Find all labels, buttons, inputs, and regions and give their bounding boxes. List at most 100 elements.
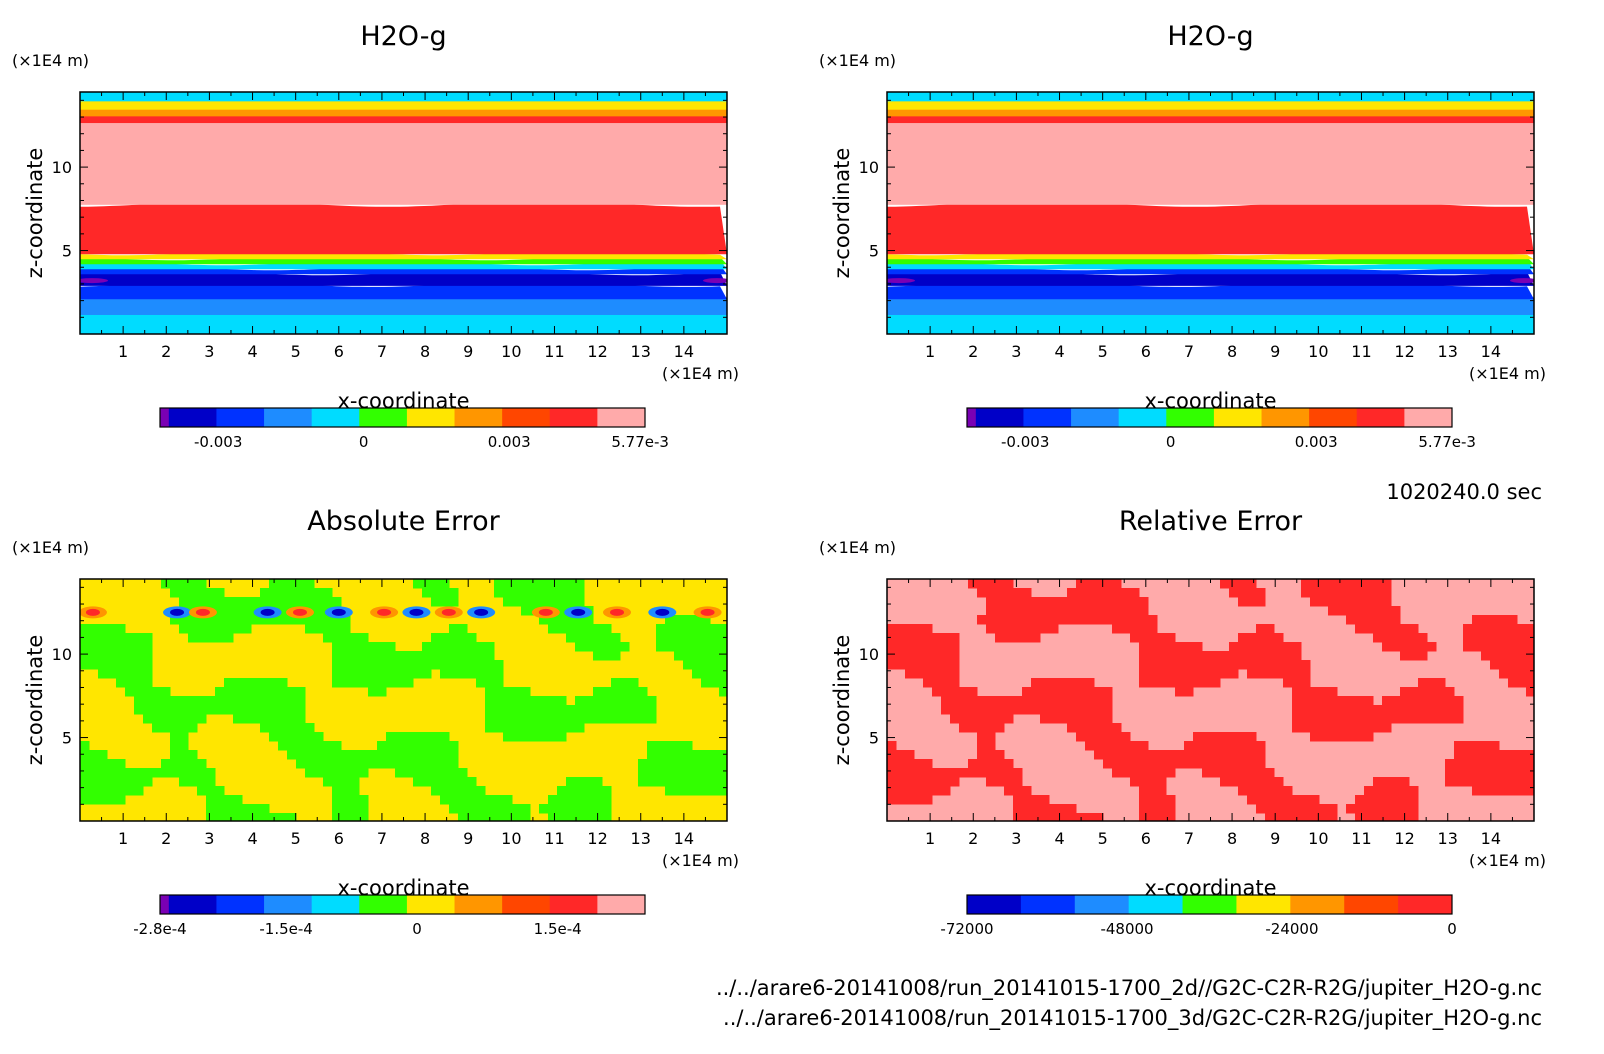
field-cell: [1526, 624, 1534, 634]
field-cell: [503, 723, 513, 733]
field-cell: [1283, 813, 1293, 821]
field-cell: [1499, 651, 1509, 661]
field-cell: [1121, 615, 1131, 625]
field-cell: [341, 795, 351, 805]
field-cell: [1310, 705, 1320, 715]
field-cell: [941, 786, 951, 796]
field-cell: [233, 597, 243, 607]
field-cell: [1211, 651, 1221, 661]
field-cell: [242, 813, 252, 821]
field-cell: [125, 678, 135, 688]
field-cell: [1238, 759, 1248, 769]
field-cell: [683, 651, 693, 661]
field-cell: [251, 696, 261, 706]
field-cell: [1040, 615, 1050, 625]
field-cell: [923, 786, 933, 796]
field-cell: [269, 615, 279, 625]
field-cell: [125, 642, 135, 652]
field-cell: [611, 714, 621, 724]
field-cell: [1499, 642, 1509, 652]
field-cell: [1256, 669, 1266, 679]
field-cell: [1166, 651, 1176, 661]
field-cell: [521, 804, 531, 814]
field-cell: [1193, 750, 1203, 760]
field-cell: [1184, 687, 1194, 697]
field-cell: [188, 633, 198, 643]
field-cell: [602, 696, 612, 706]
field-cell: [647, 750, 657, 760]
field-cell: [1445, 696, 1455, 706]
field-cell: [251, 714, 261, 724]
x-tick-label: 12: [1394, 829, 1414, 848]
field-cell: [1148, 813, 1158, 821]
field-cell: [1310, 795, 1320, 805]
field-cell: [449, 597, 459, 607]
field-cell: [638, 768, 648, 778]
field-cell: [494, 795, 504, 805]
field-cell: [1004, 615, 1014, 625]
field-cell: [1031, 705, 1041, 715]
field-cell: [296, 723, 306, 733]
field-cell: [1472, 777, 1482, 787]
field-cell: [233, 678, 243, 688]
field-cell: [914, 669, 924, 679]
field-cell: [647, 714, 657, 724]
field-cell: [1301, 714, 1311, 724]
field-cell: [1166, 768, 1176, 778]
field-cell: [959, 723, 969, 733]
field-cell: [305, 579, 315, 589]
field-cell: [1166, 804, 1176, 814]
field-cell: [995, 705, 1005, 715]
field-cell: [89, 642, 99, 652]
field-cell: [494, 714, 504, 724]
field-cell: [1274, 804, 1284, 814]
field-cell: [1319, 597, 1329, 607]
field-cell: [1175, 651, 1185, 661]
field-cell: [1256, 624, 1266, 634]
chart-title: Absolute Error: [307, 506, 500, 537]
y-tick-label: 5: [62, 242, 72, 261]
field-cell: [932, 633, 942, 643]
field-cell: [242, 597, 252, 607]
field-cell: [719, 678, 727, 688]
field-cell: [1418, 705, 1428, 715]
field-cell: [1220, 750, 1230, 760]
field-cell: [647, 705, 657, 715]
field-cell: [332, 741, 342, 751]
field-cell: [719, 750, 727, 760]
field-cell: [1265, 804, 1275, 814]
field-cell: [887, 651, 897, 661]
field-cell: [431, 768, 441, 778]
field-cell: [332, 624, 342, 634]
field-cell: [995, 759, 1005, 769]
field-cell: [116, 678, 126, 688]
field-cell: [1148, 750, 1158, 760]
field-cell: [1463, 759, 1473, 769]
field-cell: [1112, 579, 1122, 589]
field-cell: [458, 777, 468, 787]
field-cell: [1094, 696, 1104, 706]
colorbar-swatch: [502, 408, 551, 427]
field-cell: [179, 777, 189, 787]
field-cell: [1094, 714, 1104, 724]
field-cell: [1319, 723, 1329, 733]
field-cell: [1139, 615, 1149, 625]
field-cell: [467, 669, 477, 679]
field-cell: [1508, 642, 1518, 652]
field-cell: [557, 786, 567, 796]
error-blob-core: [292, 608, 307, 616]
field-cell: [512, 687, 522, 697]
field-cell: [323, 741, 333, 751]
field-cell: [1121, 759, 1131, 769]
field-cell: [593, 687, 603, 697]
field-cell: [1328, 696, 1338, 706]
colorbar-frame: [966, 407, 1453, 428]
field-cell: [1292, 651, 1302, 661]
field-cell: [557, 732, 567, 742]
field-cell: [134, 651, 144, 661]
field-cell: [1481, 642, 1491, 652]
field-cell: [287, 579, 297, 589]
field-cell: [995, 606, 1005, 616]
field-cell: [179, 732, 189, 742]
field-cell: [941, 633, 951, 643]
